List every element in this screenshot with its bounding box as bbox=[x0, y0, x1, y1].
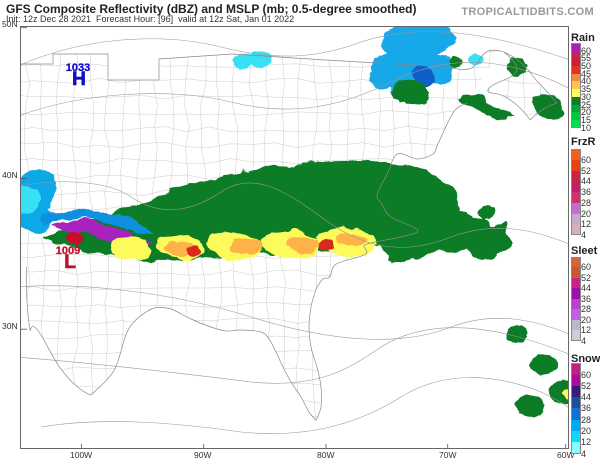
svg-text:H: H bbox=[72, 69, 86, 90]
svg-text:L: L bbox=[64, 252, 76, 273]
